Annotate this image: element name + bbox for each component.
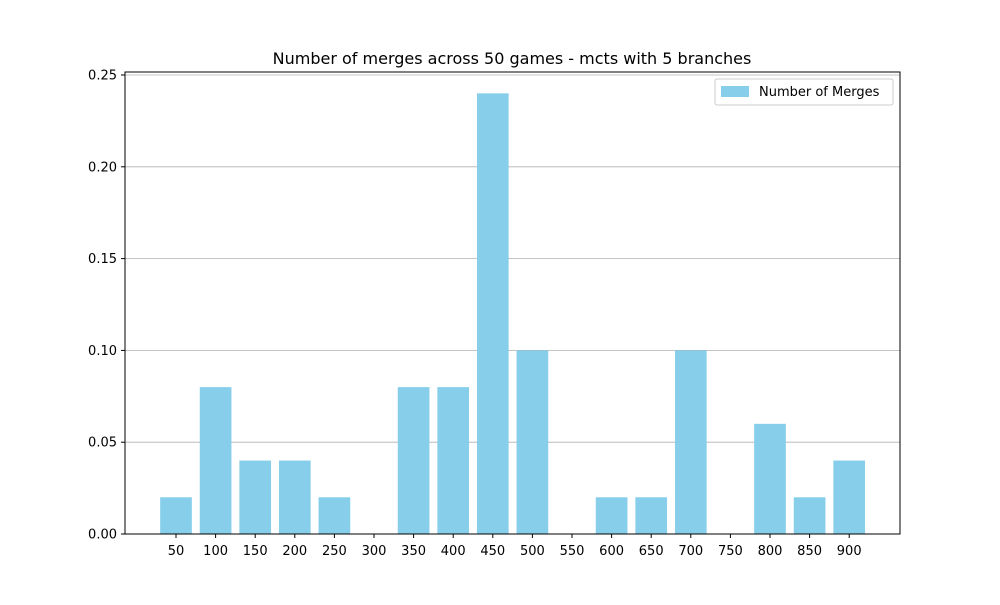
bar [516,350,549,534]
x-tick-label: 450 [480,544,505,559]
bar [754,423,786,534]
x-tick-label: 850 [797,544,822,559]
x-axis: 50 100 150 200 250 300 350 400 450 500 550 600 650 70… [168,534,862,559]
x-tick-label: 350 [401,544,426,559]
bar [397,387,430,534]
y-tick-label: 0.00 [88,528,117,543]
x-tick-label: 900 [837,544,862,559]
x-tick-label: 700 [678,544,703,559]
y-tick-label: 0.05 [88,436,117,451]
legend-box [714,78,894,106]
chart-title: Number of merges across 50 games - mcts … [273,49,752,68]
x-tick-label: 400 [441,544,466,559]
y-tick-label: 0.25 [88,69,117,84]
y-tick-label: 0.20 [88,160,117,175]
x-tick-label: 800 [758,544,783,559]
legend: Number of Merges [714,78,894,106]
x-tick-label: 50 [168,544,185,559]
bar [239,460,272,534]
x-tick-label: 150 [243,544,268,559]
bar [199,387,232,534]
bar [476,93,509,535]
bar [595,497,628,534]
bar [278,460,311,534]
x-tick-label: 750 [718,544,743,559]
bar [160,497,192,534]
bar [674,350,707,534]
bar [437,387,470,534]
y-tick-label: 0.10 [88,344,117,359]
bars [160,93,866,535]
x-tick-label: 200 [282,544,307,559]
x-tick-label: 650 [639,544,664,559]
y-tick-label: 0.15 [88,252,117,267]
x-tick-label: 300 [362,544,387,559]
x-tick-label: 550 [560,544,585,559]
legend-label: Number of Merges [759,85,880,100]
legend-swatch [721,86,749,97]
plot-frame [124,71,901,535]
x-tick-label: 100 [203,544,228,559]
y-axis: 0.00 0.05 0.10 0.15 0.20 0.25 [88,69,125,543]
x-tick-label: 600 [599,544,624,559]
x-tick-label: 250 [322,544,347,559]
bar [793,497,826,534]
bar [635,497,668,534]
x-tick-label: 500 [520,544,545,559]
bar [318,497,351,534]
bar [833,460,866,534]
